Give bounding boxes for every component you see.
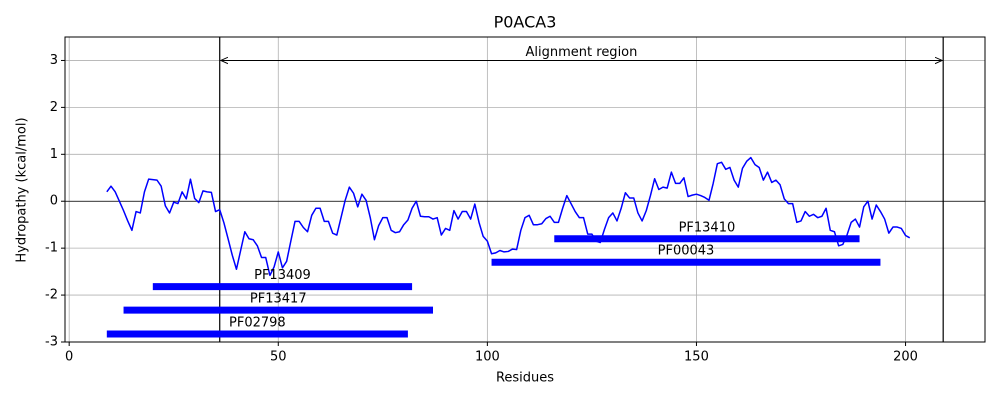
y-tick-label: 3 (50, 53, 58, 68)
x-tick-label: 100 (475, 350, 500, 365)
chart-title: P0ACA3 (494, 13, 557, 32)
y-axis-label: Hydropathy (kcal/mol) (15, 117, 30, 262)
grid (65, 37, 985, 343)
axes-frame (64, 36, 986, 343)
x-axis-label: Residues (496, 371, 554, 386)
x-tick-label: 200 (893, 350, 918, 365)
y-tick-label: 0 (50, 194, 58, 209)
y-tick-label: -1 (45, 241, 58, 256)
y-tick-label: 2 (50, 100, 58, 115)
y-tick-label: 1 (50, 147, 58, 162)
domain-label: PF13410 (679, 220, 736, 235)
y-tick-label: -3 (45, 335, 58, 350)
x-tick-label: 150 (684, 350, 709, 365)
annotation-label: Alignment region (526, 45, 638, 60)
plot-area: Alignment region PF13410 PF00043 PF13409 PF1… (65, 37, 985, 342)
x-tick-label: 0 (65, 350, 73, 365)
x-tick-label: 50 (270, 350, 287, 365)
y-tick-label: -2 (45, 288, 58, 303)
domain-label: PF00043 (658, 244, 715, 259)
ticks: 0 50 100 150 200 -3 -2 -1 0 1 2 3 (45, 53, 918, 365)
domain-label: PF13409 (254, 268, 311, 283)
domain-label: PF02798 (229, 316, 286, 331)
hydropathy-line (106, 156, 911, 277)
domain-label: PF13417 (250, 292, 307, 307)
